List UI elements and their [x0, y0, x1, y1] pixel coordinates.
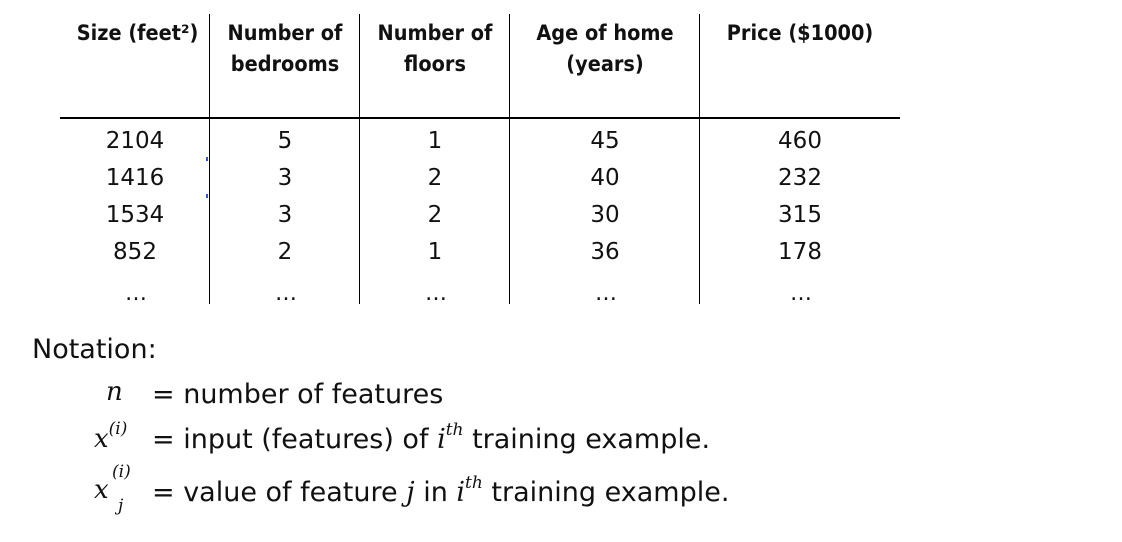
notation-title: Notation: — [32, 334, 157, 365]
table-cell: 315 — [778, 202, 822, 228]
header-divider — [60, 117, 900, 119]
definition-x-i: = input (features) of ith training examp… — [152, 420, 711, 459]
table-cell: 1416 — [105, 165, 165, 191]
header-floors-line1: Number of — [377, 21, 493, 45]
symbol-x-i: x(i) — [94, 419, 127, 458]
table-cell: 852 — [113, 239, 157, 265]
definition-x-i-tail: training example. — [472, 424, 711, 455]
var-i-sup: th — [465, 473, 483, 493]
table-cell: 5 — [277, 128, 293, 154]
definition-x-i-j: = value of feature j in ith training exa… — [152, 473, 730, 512]
symbol-n: n — [106, 377, 123, 407]
table-cell: 232 — [778, 165, 822, 191]
definition-xj-tail: training example. — [491, 477, 730, 508]
table-cell: 460 — [778, 128, 822, 154]
header-floors-line2: floors — [404, 52, 466, 76]
ellipsis: … — [595, 281, 617, 306]
symbol-x-sup: (i) — [108, 419, 128, 439]
definition-x-i-text: = input (features) of — [152, 424, 429, 455]
var-i: i — [437, 424, 446, 455]
ellipsis: … — [125, 281, 147, 306]
table-cell: 30 — [590, 202, 620, 228]
mark — [206, 194, 208, 198]
table-cell: 1 — [427, 239, 443, 265]
header-bedrooms: Number of bedrooms — [216, 18, 354, 80]
column-divider-3 — [509, 14, 510, 304]
column-divider-4 — [699, 14, 700, 304]
header-bedrooms-line2: bedrooms — [230, 52, 340, 76]
mark — [206, 157, 208, 161]
header-size: Size (feet²) — [71, 18, 204, 49]
symbol-x-i-j: x — [94, 474, 109, 506]
symbol-xj-sup: (i) — [112, 462, 131, 482]
definition-xj-mid: in — [423, 477, 448, 508]
table-cell: 1534 — [105, 202, 165, 228]
ellipsis: … — [790, 281, 812, 306]
symbol-x-base: x — [94, 424, 109, 454]
ellipsis: … — [425, 281, 447, 306]
table-cell: 1 — [427, 128, 443, 154]
header-bedrooms-line1: Number of — [227, 21, 343, 45]
table-cell: 178 — [778, 239, 822, 265]
var-j: j — [406, 477, 415, 508]
column-divider-1 — [209, 14, 210, 304]
header-price-line1: Price ($1000) — [726, 21, 874, 45]
symbol-xj-base: x — [94, 475, 109, 505]
symbol-xj-sub: j — [118, 496, 124, 516]
definition-xj-text: = value of feature — [152, 477, 398, 508]
table-cell: 3 — [277, 165, 293, 191]
header-age-line2: (years) — [566, 52, 644, 76]
table-cell: 2104 — [105, 128, 165, 154]
table-cell: 36 — [590, 239, 620, 265]
header-age: Age of home (years) — [518, 18, 693, 80]
table-cell: 2 — [427, 202, 443, 228]
table-cell: 3 — [277, 202, 293, 228]
var-i-sup: th — [445, 420, 464, 440]
table-cell: 40 — [590, 165, 620, 191]
ellipsis: … — [275, 281, 297, 306]
table-cell: 2 — [427, 165, 443, 191]
header-size-line1: Size (feet²) — [76, 21, 199, 45]
table-cell: 45 — [590, 128, 620, 154]
header-floors: Number of floors — [366, 18, 504, 80]
table-cell: 2 — [277, 239, 293, 265]
header-price: Price ($1000) — [708, 18, 892, 49]
var-i: i — [456, 477, 466, 508]
header-age-line1: Age of home — [536, 21, 674, 45]
definition-n: = number of features — [152, 379, 444, 410]
column-divider-2 — [359, 14, 360, 304]
